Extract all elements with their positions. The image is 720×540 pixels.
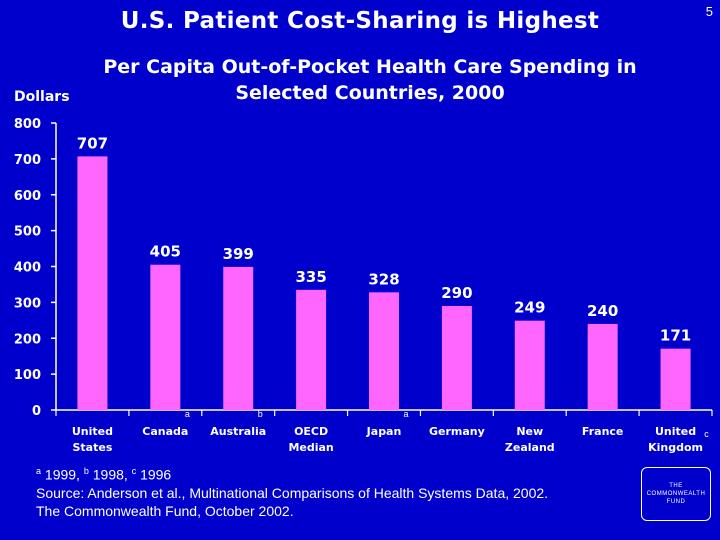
y-tick-label: 200 <box>14 332 41 347</box>
category-footnote-mark: b <box>258 409 263 419</box>
bar <box>441 305 472 410</box>
category-label-line2: States <box>73 441 113 454</box>
category-label: Japan <box>366 425 402 438</box>
chart-title-line2: Selected Countries, 2000 <box>235 82 505 104</box>
bar <box>369 292 399 410</box>
category-label: United <box>72 425 113 438</box>
category-label: Germany <box>429 425 485 438</box>
footnote-c-text: 1996 <box>136 466 172 483</box>
y-tick-label: 100 <box>14 368 41 383</box>
category-label: Australia <box>210 425 266 438</box>
footnotes: a 1999, b 1998, c 1996 Source: Anderson … <box>36 462 548 520</box>
y-tick-label: 800 <box>14 117 41 132</box>
y-tick-label: 700 <box>14 153 41 168</box>
category-label-line2: Zealand <box>505 441 555 454</box>
footnote-c-mark: c <box>131 466 137 476</box>
y-tick-label: 400 <box>14 261 41 276</box>
category-label: Canada <box>142 425 188 438</box>
category-label: OECD <box>294 425 328 438</box>
bar <box>587 323 618 410</box>
main-title: U.S. Patient Cost-Sharing is Highest <box>120 8 600 34</box>
category-footnote-mark: a <box>403 409 408 419</box>
bar-value-label: 328 <box>368 270 399 288</box>
y-tick-label: 0 <box>32 404 41 419</box>
chart-title: Per Capita Out-of-Pocket Health Care Spe… <box>60 54 680 106</box>
y-tick-label: 300 <box>14 296 41 311</box>
bar <box>514 320 545 410</box>
bar <box>223 266 254 410</box>
category-footnote-mark: a <box>185 409 190 419</box>
commonwealth-fund-logo: THE COMMONWEALTH FUND <box>641 467 711 521</box>
bar-value-label: 171 <box>660 327 691 345</box>
footnote-line: a 1999, b 1998, c 1996 <box>36 462 548 484</box>
chart-title-line1: Per Capita Out-of-Pocket Health Care Spe… <box>103 56 637 78</box>
logo-line1: THE <box>669 483 683 489</box>
footnote-b-text: 1998, <box>88 466 132 483</box>
bar-value-label: 405 <box>150 243 181 261</box>
category-footnote-mark: c <box>704 429 709 439</box>
y-axis-label: Dollars <box>14 89 70 105</box>
slide-number: 5 <box>705 4 713 19</box>
category-label: United <box>655 425 696 438</box>
logo-line2: COMMONWEALTH <box>646 491 706 497</box>
footnote-a-text: 1999, <box>41 466 84 483</box>
y-tick-label: 600 <box>14 189 41 204</box>
footnote-b-mark: b <box>83 466 89 476</box>
y-tick-label: 500 <box>14 225 41 240</box>
footnote-a-mark: a <box>36 466 42 476</box>
bar-value-label: 707 <box>77 134 108 152</box>
bar-value-label: 240 <box>587 302 618 320</box>
logo-line3: FUND <box>666 499 686 505</box>
source-line: Source: Anderson et al., Multinational C… <box>36 484 549 501</box>
publisher-line: The Commonwealth Fund, October 2002. <box>36 502 294 519</box>
bar-value-label: 399 <box>223 245 254 263</box>
bar <box>660 348 691 410</box>
bar <box>77 156 108 410</box>
bar-value-label: 290 <box>441 284 472 302</box>
bar <box>150 264 181 410</box>
category-label-line2: Kingdom <box>648 441 703 454</box>
bar-value-label: 249 <box>514 299 545 317</box>
category-label: France <box>582 425 623 438</box>
category-label: New <box>516 425 543 438</box>
category-label-line2: Median <box>288 441 333 454</box>
bar <box>296 289 327 410</box>
bar-value-label: 335 <box>295 268 326 286</box>
